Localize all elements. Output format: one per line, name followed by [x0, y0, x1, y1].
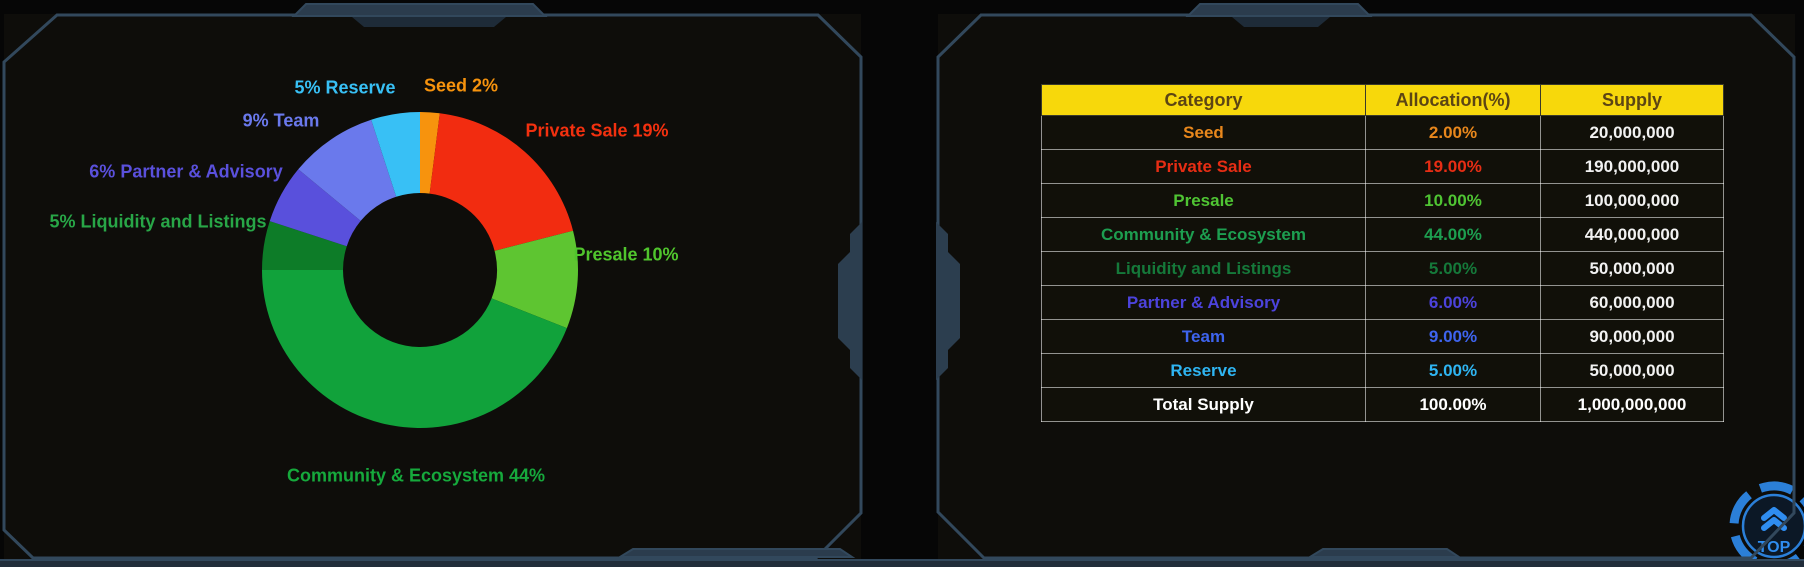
donut-slice-label: 6% Partner & Advisory: [89, 161, 283, 182]
donut-slice-label: Community & Ecosystem 44%: [286, 465, 546, 486]
table-row: Private Sale 19.00% 190,000,000: [1041, 149, 1724, 184]
table-row: Community & Ecosystem 44.00% 440,000,000: [1041, 217, 1724, 252]
table-row: Liquidity and Listings 5.00% 50,000,000: [1041, 251, 1724, 286]
donut-slice-label: Seed 2%: [423, 75, 499, 96]
donut-slice-label: Presale 10%: [573, 244, 679, 265]
allocation-cell: 2.00%: [1365, 115, 1541, 150]
scroll-to-top-button[interactable]: TOP: [1722, 476, 1804, 567]
donut-slice-label: 5% Liquidity and Listings: [49, 211, 267, 232]
supply-cell: 1,000,000,000: [1540, 387, 1724, 422]
table-row: Reserve 5.00% 50,000,000: [1041, 353, 1724, 388]
category-cell: Reserve: [1041, 353, 1366, 388]
top-button-label: TOP: [1758, 539, 1791, 556]
table-row: Seed 2.00% 20,000,000: [1041, 115, 1724, 150]
table-row: Presale 10.00% 100,000,000: [1041, 183, 1724, 218]
supply-cell: 190,000,000: [1540, 149, 1724, 184]
donut-slice-label: Private Sale 19%: [525, 120, 669, 141]
allocation-cell: 6.00%: [1365, 285, 1541, 320]
tokenomics-table: Category Allocation(%) Supply Seed 2.00% 2…: [1041, 84, 1724, 422]
table-row: Total Supply 100.00% 1,000,000,000: [1041, 387, 1724, 422]
table-row: Team 9.00% 90,000,000: [1041, 319, 1724, 354]
allocation-cell: 44.00%: [1365, 217, 1541, 252]
category-cell: Community & Ecosystem: [1041, 217, 1366, 252]
allocation-cell: 19.00%: [1365, 149, 1541, 184]
allocation-cell: 5.00%: [1365, 251, 1541, 286]
supply-cell: 90,000,000: [1540, 319, 1724, 354]
allocation-cell: 100.00%: [1365, 387, 1541, 422]
header-allocation: Allocation(%): [1365, 84, 1541, 116]
category-cell: Presale: [1041, 183, 1366, 218]
table-header-row: Category Allocation(%) Supply: [1041, 84, 1724, 116]
allocation-cell: 9.00%: [1365, 319, 1541, 354]
category-cell: Seed: [1041, 115, 1366, 150]
supply-cell: 440,000,000: [1540, 217, 1724, 252]
supply-cell: 20,000,000: [1540, 115, 1724, 150]
supply-cell: 60,000,000: [1540, 285, 1724, 320]
header-category: Category: [1041, 84, 1366, 116]
donut-slice-label: 9% Team: [242, 110, 320, 131]
table-row: Partner & Advisory 6.00% 60,000,000: [1041, 285, 1724, 320]
supply-cell: 50,000,000: [1540, 251, 1724, 286]
category-cell: Total Supply: [1041, 387, 1366, 422]
category-cell: Liquidity and Listings: [1041, 251, 1366, 286]
allocation-cell: 10.00%: [1365, 183, 1541, 218]
header-supply: Supply: [1540, 84, 1724, 116]
donut-slice-label: 5% Reserve: [294, 77, 396, 98]
category-cell: Private Sale: [1041, 149, 1366, 184]
supply-cell: 100,000,000: [1540, 183, 1724, 218]
supply-cell: 50,000,000: [1540, 353, 1724, 388]
category-cell: Partner & Advisory: [1041, 285, 1366, 320]
category-cell: Team: [1041, 319, 1366, 354]
allocation-cell: 5.00%: [1365, 353, 1541, 388]
